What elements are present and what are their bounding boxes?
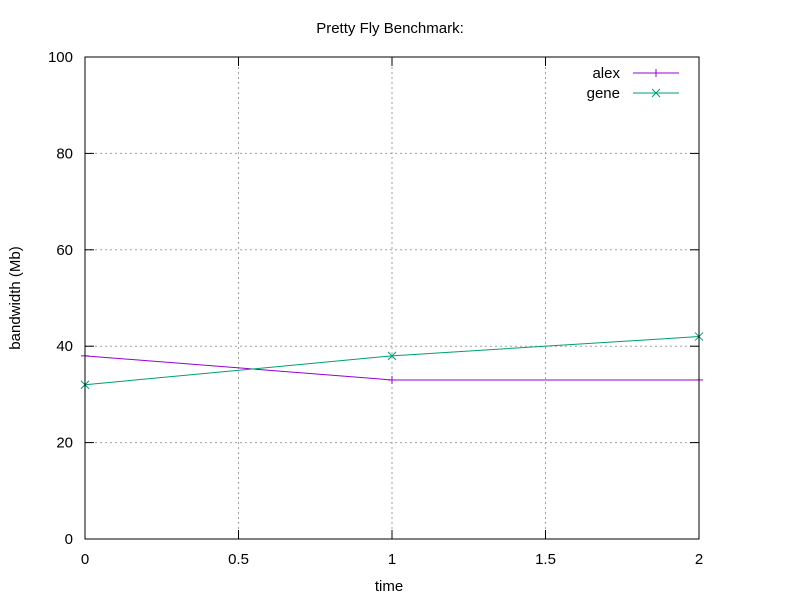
y-tick-label: 100 [48,49,73,66]
y-axis-label: bandwidth (Mb) [7,246,24,349]
y-tick-label: 20 [56,435,73,452]
grid-layer [85,57,699,539]
legend-marker-gene-d2 [651,88,661,98]
data-point-gene [387,351,397,361]
legend-label-alex: alex [592,65,620,82]
series-layer [80,332,704,390]
legend-label-gene: gene [587,85,620,102]
x-tick-label: 1.5 [535,551,556,568]
legend: alex gene [587,65,679,102]
x-tick-label: 1 [388,551,396,568]
y-tick-label: 0 [65,531,73,548]
chart-title: Pretty Fly Benchmark: [316,20,464,37]
x-tick-label: 2 [695,551,703,568]
y-tick-label: 40 [56,338,73,355]
y-tick-label: 80 [56,145,73,162]
x-axis-label: time [375,578,403,595]
legend-marker-gene [651,88,661,98]
ticks-layer: 0 20 40 60 80 100 0 0.5 1 1.5 2 [48,49,703,568]
data-point-gene-d2 [387,351,397,361]
data-point-alex [388,375,396,384]
x-tick-label: 0.5 [228,551,249,568]
y-tick-label: 60 [56,242,73,259]
x-tick-label: 0 [81,551,89,568]
legend-marker-alex [652,69,660,77]
